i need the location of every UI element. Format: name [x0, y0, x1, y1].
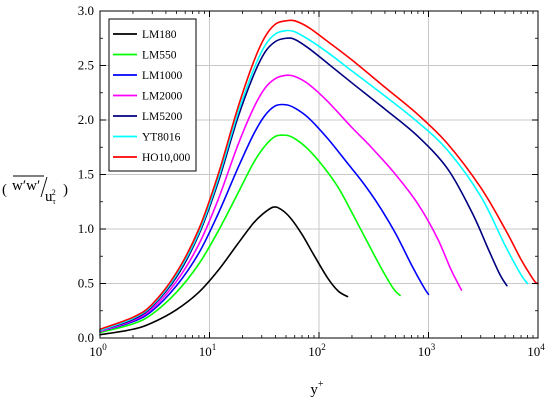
- x-axis-label-main: y: [310, 382, 318, 398]
- x-axis-label: y+: [310, 379, 324, 398]
- x-tick-base: 10: [199, 344, 212, 359]
- legend-label-lm550: LM550: [142, 50, 177, 62]
- y-axis-label: ( w′w′ uτ2 ): [2, 175, 68, 206]
- x-tick-exponent: 2: [321, 342, 326, 352]
- x-tick-exponent: 3: [431, 342, 436, 352]
- y-tick-label: 2.0: [78, 112, 94, 127]
- y-tick-label: 0.5: [78, 276, 94, 291]
- y-label-den-sub: τ: [53, 197, 57, 206]
- y-label-den-sup: 2: [52, 188, 56, 197]
- x-tick-label: 104: [527, 342, 545, 359]
- x-tick-base: 10: [527, 344, 540, 359]
- x-tick-exponent: 1: [212, 342, 217, 352]
- y-tick-label: 3.0: [78, 3, 94, 18]
- series-line-ho10-000: [99, 19, 539, 331]
- legend-label-lm2000: LM2000: [142, 91, 183, 103]
- legend-label-yt8016: YT8016: [142, 132, 181, 144]
- x-tick-label: 101: [199, 342, 217, 359]
- y-label-numerator: w′w′: [12, 178, 40, 194]
- legend-label-lm5200: LM5200: [142, 111, 183, 123]
- y-tick-label: 1.0: [78, 221, 94, 236]
- x-tick-label: 103: [418, 342, 436, 359]
- series-line-lm1000: [99, 103, 430, 333]
- series-line-lm550: [99, 134, 401, 334]
- legend: LM180 LM550 LM1000 LM2000 LM5200 YT8016 HO10,0…: [108, 18, 197, 172]
- y-label-paren-left: (: [2, 182, 7, 198]
- x-tick-exponent: 0: [102, 342, 107, 352]
- x-axis-label-sup: +: [318, 379, 324, 390]
- x-tick-label: 102: [308, 342, 326, 359]
- series-line-yt8016: [99, 29, 529, 332]
- series-line-lm2000: [99, 74, 463, 333]
- series-line-lm5200: [99, 37, 508, 332]
- y-label-paren-right: ): [63, 182, 68, 198]
- x-tick-base: 10: [418, 344, 431, 359]
- y-label-den-main: u: [45, 189, 53, 205]
- y-label-fraction-slash: [40, 176, 48, 198]
- y-tick-label: 1.5: [78, 167, 94, 182]
- x-tick-label: 100: [89, 342, 107, 359]
- legend-label-lm180: LM180: [142, 29, 177, 41]
- y-tick-label: 2.5: [78, 58, 94, 73]
- y-tick-label: 0.0: [78, 330, 94, 345]
- legend-label-ho10-000: HO10,000: [142, 152, 190, 164]
- legend-label-lm1000: LM1000: [142, 70, 183, 82]
- x-tick-exponent: 4: [540, 342, 545, 352]
- series-line-lm180: [99, 206, 349, 336]
- series-lines: [99, 19, 539, 336]
- x-tick-base: 10: [308, 344, 321, 359]
- y-label-denominator: uτ2: [45, 188, 57, 206]
- x-tick-base: 10: [89, 344, 102, 359]
